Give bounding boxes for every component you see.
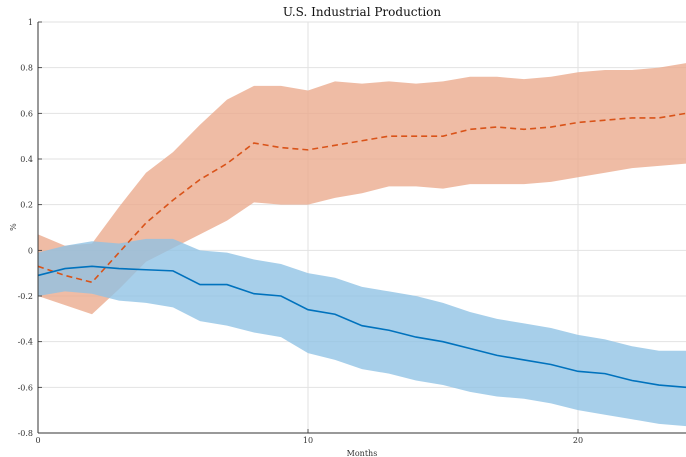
blue-median-line [37, 265, 686, 389]
x-tick-label: 10 [303, 436, 313, 445]
confidence-bands [38, 63, 686, 427]
y-tick-label: 0.8 [20, 64, 33, 73]
y-tick-label: -0.6 [18, 383, 33, 392]
orange-median-line [37, 112, 686, 284]
chart-title: U.S. Industrial Production [283, 5, 442, 19]
y-tick-label: -0.2 [18, 292, 33, 301]
y-tick-label: 0.4 [20, 155, 33, 164]
median-lines [37, 112, 686, 389]
y-tick-label: -0.8 [18, 429, 33, 438]
blue-confidence-band [38, 238, 686, 427]
x-tick-label: 20 [573, 436, 583, 445]
axes: -0.8-0.6-0.4-0.200.20.40.60.810 10 20 [18, 18, 686, 445]
y-tick-label: 1 [28, 18, 33, 27]
y-tick-label: 0 [28, 246, 33, 255]
x-axis-label: Months [347, 449, 378, 457]
orange-confidence-band [38, 63, 686, 315]
y-axis-label: % [9, 223, 18, 231]
y-tick-label: -0.4 [18, 338, 33, 347]
y-tick-label: 0.2 [20, 201, 33, 210]
y-tick-label: 0.6 [20, 109, 33, 118]
x-tick-label: 0 [35, 436, 40, 445]
